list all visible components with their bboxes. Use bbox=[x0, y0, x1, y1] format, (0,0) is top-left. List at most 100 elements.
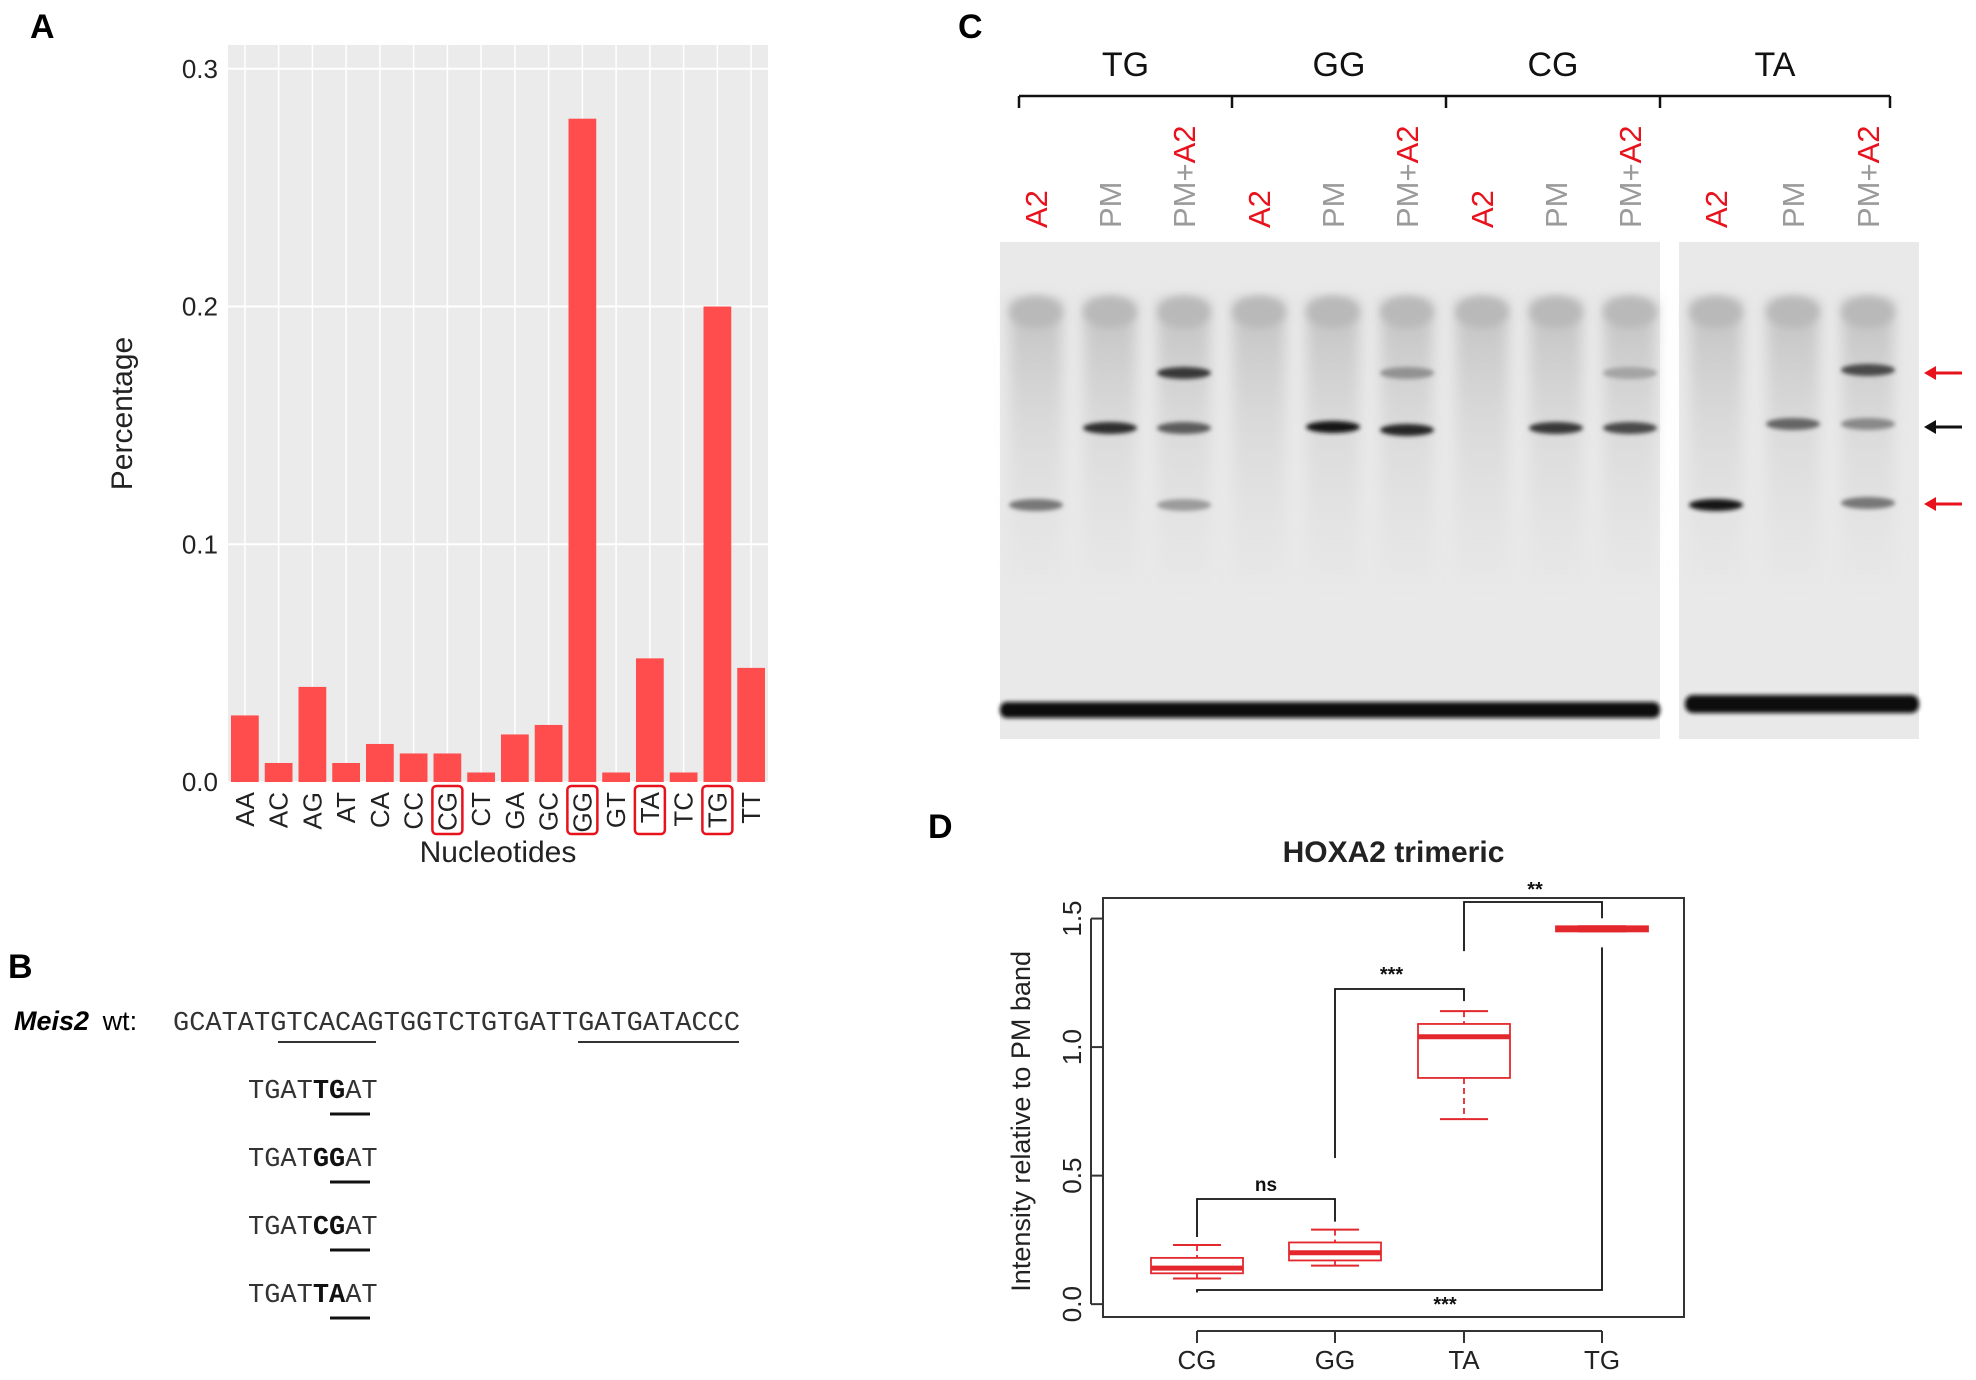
bar-chart-a: 0.0 0.1 0.2 0.3 AA AC AG AT CA CC CG CT GA GC GG GT TA TC… bbox=[106, 45, 768, 869]
variant-suffix: AT bbox=[345, 1281, 377, 1311]
x-tick-label: GG bbox=[1315, 1345, 1355, 1375]
group-label-TG: TG bbox=[1102, 46, 1149, 84]
bar-TA bbox=[636, 658, 664, 782]
x-tick-label: AG bbox=[297, 792, 327, 830]
bar-AT bbox=[332, 762, 360, 782]
variant-suffix: AT bbox=[345, 1213, 377, 1243]
meis2-sequence: GCATATGTCACAGTGGTCTGTGATTGATGATACCC bbox=[173, 1009, 740, 1039]
y-tick-label: 0.5 bbox=[1057, 1158, 1087, 1194]
lane-smear bbox=[1010, 300, 1062, 580]
x-tick-label: AA bbox=[230, 791, 260, 826]
lane-smear bbox=[1767, 300, 1819, 580]
highlight-box-GG bbox=[566, 784, 599, 836]
box-CG bbox=[1150, 1256, 1244, 1275]
lane-well bbox=[1307, 296, 1359, 328]
lane-label-a2: A2 bbox=[1851, 125, 1886, 163]
bar-CG bbox=[433, 753, 462, 782]
lane-label: A2 bbox=[1699, 190, 1734, 228]
gel-band bbox=[1083, 422, 1137, 434]
group-label-GG: GG bbox=[1313, 46, 1366, 84]
lane-label: PM bbox=[1316, 182, 1351, 229]
gene-suffix: wt: bbox=[102, 1006, 138, 1036]
lane-label-a2: A2 bbox=[1167, 125, 1202, 163]
lane-well bbox=[1842, 296, 1894, 328]
gel-band bbox=[1380, 367, 1434, 379]
complex-arrow-lower-head bbox=[1924, 497, 1936, 511]
lane-label-pm: PM+ bbox=[1390, 163, 1425, 228]
complex-arrow-upper-head bbox=[1924, 366, 1936, 380]
panel-label-c: C bbox=[958, 8, 983, 46]
x-tick-label: CA bbox=[365, 791, 395, 828]
lane-smear bbox=[1456, 300, 1508, 580]
gel-band bbox=[1009, 499, 1063, 511]
lane-label-pm: PM+ bbox=[1851, 163, 1886, 228]
gel-band bbox=[1689, 499, 1743, 511]
plot-background bbox=[228, 45, 768, 782]
lane-well bbox=[1010, 296, 1062, 328]
y-tick-label: 0.0 bbox=[1057, 1286, 1087, 1322]
bar-CT bbox=[467, 772, 495, 782]
lane-smear bbox=[1530, 300, 1582, 580]
x-tick-label: CC bbox=[399, 792, 429, 830]
x-tick-label: TC bbox=[669, 792, 699, 827]
free-probe-left bbox=[1000, 702, 1660, 718]
pm-band-arrow-head bbox=[1924, 420, 1936, 434]
variant-prefix: TGAT bbox=[248, 1213, 313, 1243]
highlight-box-CG bbox=[431, 784, 464, 836]
bar-TC bbox=[669, 772, 698, 782]
x-tick-label: GT bbox=[601, 792, 631, 828]
lane-well bbox=[1456, 296, 1508, 328]
lane-label: A2 bbox=[1019, 190, 1054, 228]
gel-band bbox=[1157, 499, 1211, 511]
lane-well bbox=[1530, 296, 1582, 328]
significance-label: *** bbox=[1433, 1294, 1457, 1316]
bar-GG bbox=[568, 118, 597, 782]
x-tick-label: TG bbox=[1584, 1345, 1620, 1375]
gel-band bbox=[1529, 422, 1583, 434]
lane-label-pm: PM+ bbox=[1167, 163, 1202, 228]
y-tick-label: 0.1 bbox=[182, 529, 218, 559]
lane-smear bbox=[1604, 300, 1656, 580]
lane-label-a2: A2 bbox=[1390, 125, 1425, 163]
lane-well bbox=[1233, 296, 1285, 328]
gel-band bbox=[1766, 418, 1820, 430]
highlight-box-TA bbox=[633, 784, 667, 836]
variant-sequence: TGATTAAT bbox=[248, 1281, 378, 1311]
gel-band bbox=[1157, 367, 1211, 379]
x-axis-title: Nucleotides bbox=[420, 836, 577, 869]
x-tick-label: AT bbox=[331, 792, 361, 823]
significance-label: ** bbox=[1527, 879, 1543, 901]
x-tick-label: GA bbox=[500, 791, 530, 829]
x-tick-label: AC bbox=[264, 792, 294, 828]
significance-label: ns bbox=[1255, 1175, 1277, 1196]
variant-dinucleotide: CG bbox=[313, 1213, 345, 1243]
x-tick-label: TG bbox=[702, 792, 732, 828]
gel-band bbox=[1306, 421, 1360, 433]
group-label-TA: TA bbox=[1755, 46, 1796, 84]
bar-GC bbox=[534, 724, 563, 782]
variant-sequence: TGATGGAT bbox=[248, 1145, 378, 1175]
bar-AC bbox=[264, 762, 293, 782]
group-label-CG: CG bbox=[1528, 46, 1579, 84]
variant-sequence: TGATCGAT bbox=[248, 1213, 378, 1243]
lane-label: A2 bbox=[1465, 190, 1500, 228]
lane-label-pm: PM+ bbox=[1613, 163, 1648, 228]
lane-well bbox=[1158, 296, 1210, 328]
bar-GT bbox=[602, 772, 630, 782]
lane-smear bbox=[1158, 300, 1210, 580]
lane-well bbox=[1084, 296, 1136, 328]
gel-band bbox=[1157, 422, 1211, 434]
gel-band bbox=[1841, 497, 1895, 509]
box-plot-d: HOXA2 trimeric 0.0 0.5 1.0 1.5 Intensity rela… bbox=[1006, 836, 1685, 1375]
gel-band bbox=[1380, 424, 1434, 436]
bar-TT bbox=[737, 667, 765, 782]
plot-frame bbox=[1102, 897, 1685, 1318]
variant-suffix: AT bbox=[345, 1145, 377, 1175]
x-tick-label: TT bbox=[736, 792, 766, 824]
chart-title: HOXA2 trimeric bbox=[1283, 836, 1505, 869]
lane-label: PM+A2 bbox=[1390, 125, 1425, 228]
x-tick-label: GC bbox=[534, 792, 564, 831]
lane-smear bbox=[1084, 300, 1136, 580]
y-tick-label: 0.0 bbox=[182, 767, 218, 797]
